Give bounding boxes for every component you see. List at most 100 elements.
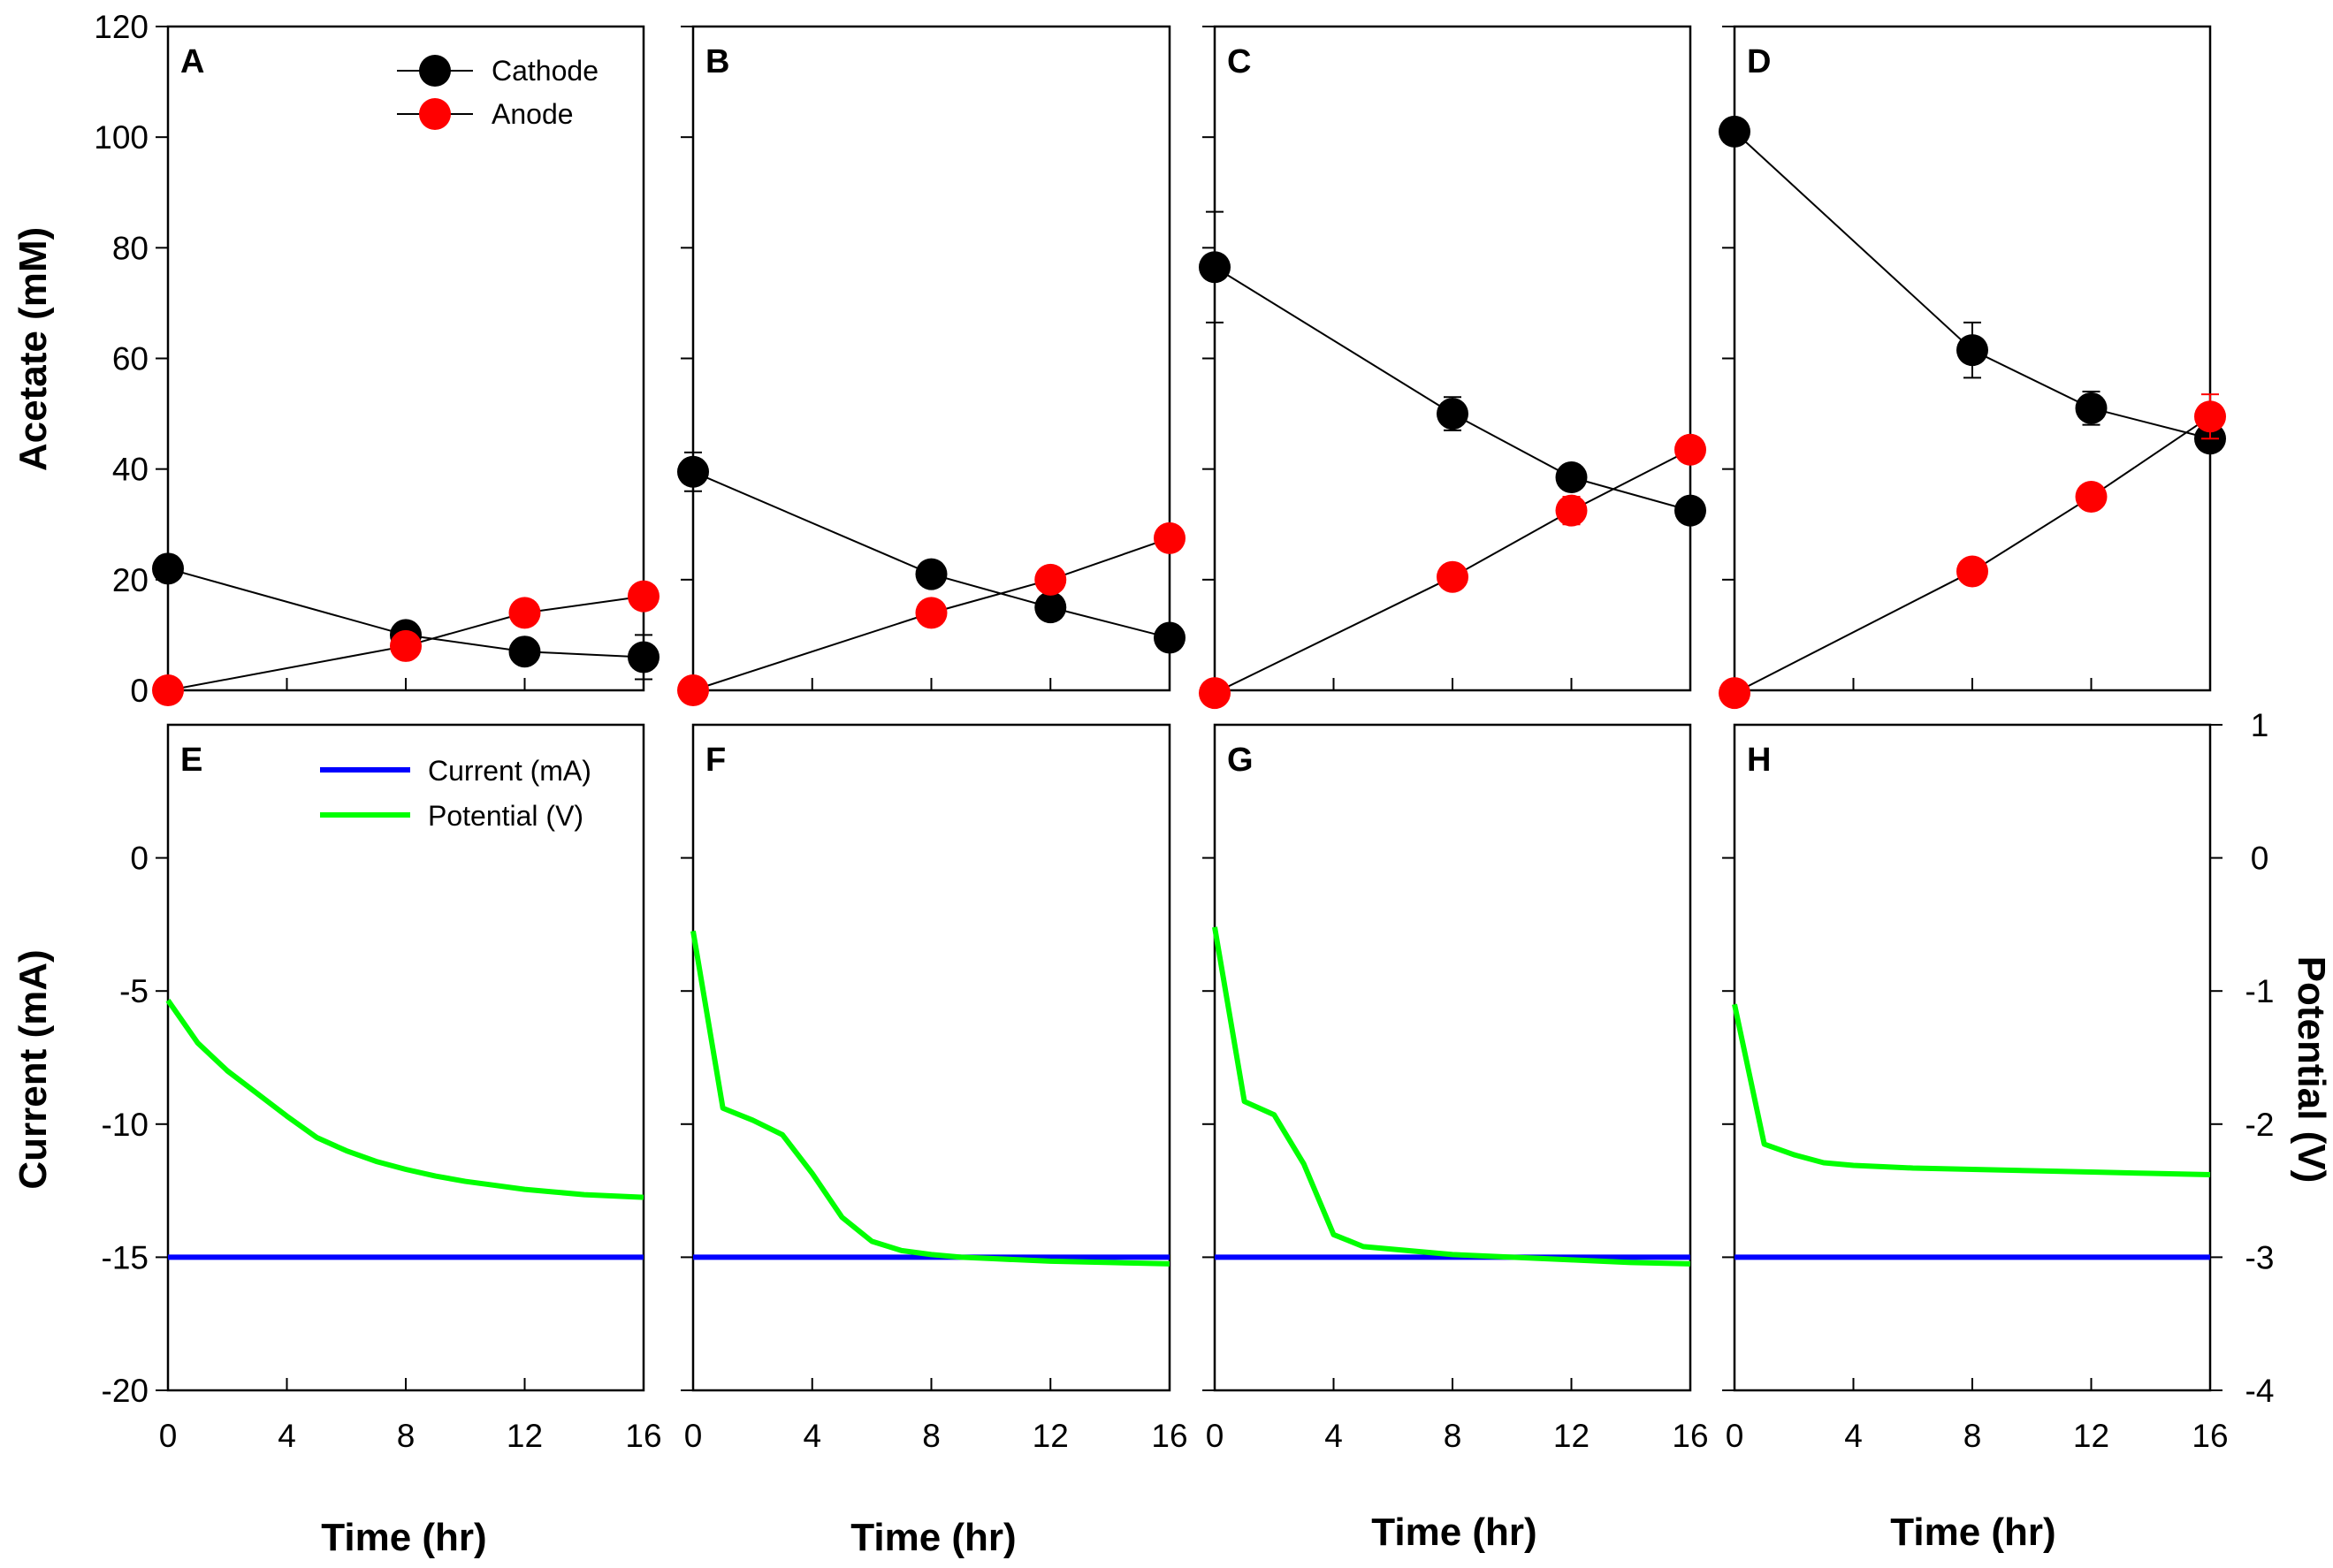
potential-axis-title: Potential (V) — [2290, 956, 2333, 1184]
right-y-tick-label: -3 — [2245, 1239, 2275, 1275]
series-anode — [1719, 393, 2226, 710]
data-point — [1154, 621, 1186, 654]
data-point — [508, 597, 541, 629]
series-line — [167, 567, 644, 658]
series-cathode — [1199, 210, 1706, 527]
y-tick-label: 80 — [112, 230, 149, 266]
x-axis-title-3: Time (hr) — [1371, 1511, 1536, 1554]
acetate-axis-title: Acetate (mM) — [11, 227, 55, 471]
y-tick-label: -10 — [102, 1107, 149, 1143]
data-point — [1956, 555, 1988, 588]
acetate-legend: Cathode Anode — [397, 55, 598, 130]
panel-letter: D — [1747, 43, 1771, 80]
x-tick-label: 4 — [803, 1418, 821, 1454]
data-point — [152, 552, 184, 585]
y-tick-label: 120 — [94, 9, 149, 45]
data-point — [1199, 677, 1231, 710]
acetate-panel-d: D — [1719, 25, 2226, 710]
panel-letter: H — [1747, 742, 1771, 779]
series-anode — [1199, 433, 1706, 710]
potential-line — [1212, 926, 1691, 1267]
y-tick-label: -20 — [102, 1373, 149, 1409]
panel-letter: F — [705, 742, 726, 779]
x-tick-label: 0 — [1726, 1418, 1744, 1454]
series-anode — [152, 580, 659, 706]
panel-frame — [1733, 723, 2212, 1392]
data-point — [915, 597, 948, 629]
y-tick-label: 60 — [112, 341, 149, 377]
y-tick-label: 40 — [112, 452, 149, 488]
legend-marker — [419, 98, 451, 130]
panel-frame — [691, 723, 1171, 1392]
series-cathode — [1719, 115, 2226, 455]
electrical-panel-e: 0 4 8 12 16 -20 -15 -10 -5 0 E — [102, 723, 662, 1454]
x-tick-label: 0 — [684, 1418, 703, 1454]
data-point — [677, 674, 709, 706]
electrical-panel-h: 0 4 8 12 16 -4 -3 -2 -1 0 1 H — [1722, 707, 2274, 1454]
x-axis-title-2: Time (hr) — [850, 1516, 1016, 1559]
data-point — [1199, 251, 1231, 284]
x-axis-title-1: Time (hr) — [321, 1516, 486, 1559]
right-y-tick-label: -2 — [2245, 1107, 2275, 1143]
potential-line — [165, 999, 644, 1200]
data-point — [1555, 461, 1588, 494]
legend-label: Current (mA) — [428, 755, 591, 787]
panel-letter: B — [705, 43, 729, 80]
x-tick-label: 12 — [1033, 1418, 1069, 1454]
data-point — [1437, 560, 1468, 593]
panel-frame — [691, 25, 1171, 692]
y-tick-label: 100 — [94, 119, 149, 156]
x-tick-label: 12 — [507, 1418, 543, 1454]
data-point — [1555, 494, 1588, 527]
data-point — [508, 636, 541, 668]
x-tick-label: 4 — [1844, 1418, 1863, 1454]
series-line — [1214, 266, 1691, 512]
series-line — [1214, 448, 1691, 695]
series-cathode — [677, 451, 1186, 654]
x-tick-label: 8 — [1444, 1418, 1462, 1454]
series-line — [692, 537, 1170, 691]
series-line — [1734, 131, 2211, 440]
data-point — [1034, 563, 1067, 596]
current-axis-title: Current (mA) — [11, 949, 55, 1189]
right-y-tick-label: -4 — [2245, 1373, 2275, 1409]
acetate-panel-a: 0 20 40 60 80 100 120 A — [94, 9, 659, 709]
electrical-panel-g: 0 4 8 12 16 G — [1202, 723, 1709, 1454]
data-point — [2075, 480, 2108, 513]
panel-letter: E — [180, 742, 202, 779]
legend-label: Cathode — [492, 55, 598, 87]
acetate-panel-b: B — [677, 25, 1186, 706]
data-point — [1154, 521, 1186, 554]
data-point — [1719, 677, 1750, 710]
panel-frame — [1213, 723, 1692, 1392]
legend-label: Potential (V) — [428, 800, 583, 832]
right-y-tick-label: -1 — [2245, 973, 2275, 1009]
electrical-panel-f: 0 4 8 12 16 F — [681, 723, 1188, 1454]
series-line — [167, 595, 644, 691]
data-point — [390, 629, 422, 662]
data-point — [1956, 334, 1988, 367]
data-point — [152, 674, 184, 706]
data-point — [1437, 398, 1468, 430]
acetate-panel-c: C — [1199, 25, 1706, 710]
potential-line — [690, 930, 1170, 1267]
panel-letter: G — [1227, 742, 1254, 779]
data-point — [1034, 591, 1067, 624]
x-tick-label: 0 — [159, 1418, 178, 1454]
potential-line — [1732, 1003, 2211, 1178]
y-tick-label: -5 — [119, 973, 149, 1009]
panel-letter: A — [180, 43, 204, 80]
series-anode — [677, 521, 1186, 706]
right-y-tick-label: 0 — [2251, 841, 2269, 877]
data-point — [2075, 392, 2108, 424]
series-line — [1734, 415, 2211, 695]
x-tick-label: 16 — [2192, 1418, 2228, 1454]
x-tick-label: 12 — [1553, 1418, 1590, 1454]
data-point — [2194, 400, 2226, 433]
electrical-legend: Current (mA) Potential (V) — [320, 755, 591, 832]
x-tick-label: 0 — [1206, 1418, 1224, 1454]
x-tick-label: 4 — [278, 1418, 296, 1454]
x-axis-title-4: Time (hr) — [1890, 1511, 2055, 1554]
